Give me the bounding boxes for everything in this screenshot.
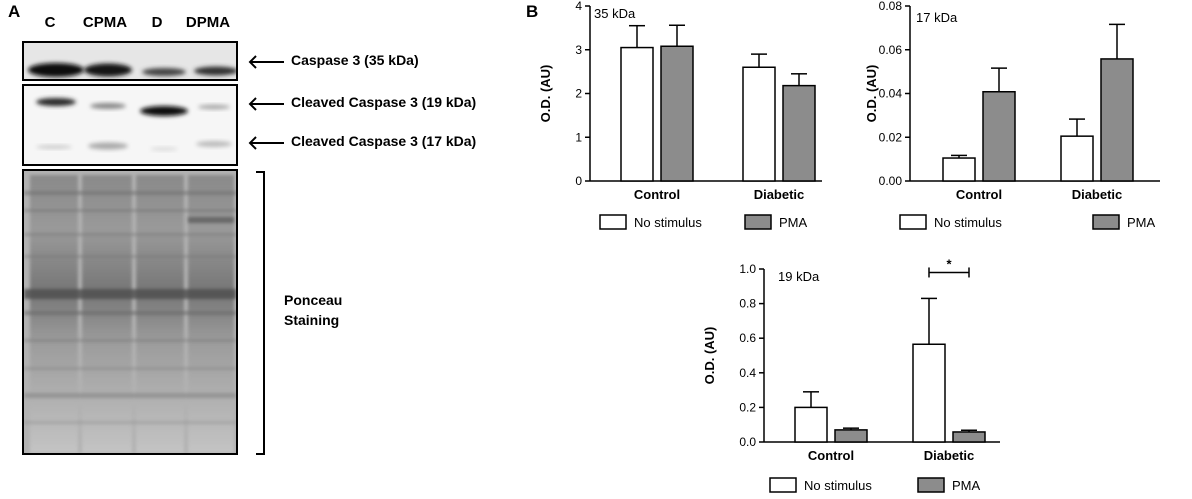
bar-no-stimulus-diabetic <box>742 66 776 182</box>
ponceau-bracket <box>256 171 265 455</box>
lane-label-d: D <box>151 14 163 31</box>
y-tick-label: 0.00 <box>879 174 903 188</box>
bar-pma-diabetic <box>782 84 816 182</box>
legend-label: No stimulus <box>934 215 1002 230</box>
blot-caspase3-35kda <box>22 41 238 81</box>
band-c-17 <box>36 145 72 149</box>
chart-19kda: 0.0 0.2 0.4 0.6 0.8 1.0 O.D. (AU) 19 kDa Control… <box>702 256 1000 493</box>
y-tick-label: 0 <box>575 174 582 188</box>
band-d-19 <box>140 106 188 116</box>
bar-pma-control <box>660 45 694 182</box>
category-label: Diabetic <box>754 187 805 202</box>
legend-label: PMA <box>1127 215 1156 230</box>
blot-arrows <box>248 55 284 150</box>
lane-label-cpma: CPMA <box>82 14 128 31</box>
ponceau-label-line2: Staining <box>284 312 340 328</box>
legend-swatch <box>899 214 927 230</box>
bar-no-stimulus-diabetic <box>1060 135 1094 182</box>
bar-no-stimulus-diabetic <box>912 343 946 443</box>
legend-swatch <box>599 214 627 230</box>
lane-label-dpma: DPMA <box>185 14 231 31</box>
blot-bands-35 <box>28 63 236 77</box>
ponceau-label-line1: Ponceau <box>284 292 343 308</box>
bar-no-stimulus-control <box>620 46 654 182</box>
y-tick-label: 0.0 <box>739 435 756 449</box>
label-cleaved-17kda: Cleaved Caspase 3 (17 kDa) <box>291 133 477 149</box>
label-caspase3-35kda: Caspase 3 (35 kDa) <box>291 52 419 68</box>
legend-swatch <box>769 477 797 493</box>
label-cleaved-19kda: Cleaved Caspase 3 (19 kDa) <box>291 94 477 110</box>
significance-star: * <box>946 256 952 271</box>
y-tick-label: 0.4 <box>739 366 756 380</box>
y-tick-label: 4 <box>575 0 582 13</box>
legend-label: No stimulus <box>804 478 872 493</box>
category-label: Control <box>634 187 680 202</box>
y-axis-label: O.D. (AU) <box>538 65 553 123</box>
band-d-17 <box>150 147 178 151</box>
bar-pma-diabetic <box>1100 58 1134 182</box>
bar-pma-control <box>834 429 868 443</box>
category-label: Control <box>808 448 854 463</box>
y-tick-label: 3 <box>575 43 582 57</box>
chart-title: 17 kDa <box>916 10 958 25</box>
panel-a-letter: A <box>8 2 21 21</box>
category-label: Diabetic <box>1072 187 1123 202</box>
chart-35kda: 0 1 2 3 4 O.D. (AU) 35 kDa Control Diabetic No st… <box>538 0 822 230</box>
band-cpma-19 <box>90 103 126 109</box>
band-d-35 <box>142 68 186 76</box>
y-tick-label: 0.08 <box>879 0 903 13</box>
legend-swatch <box>744 214 772 230</box>
y-tick-label: 1 <box>575 130 582 144</box>
band-cpma-35 <box>84 63 132 77</box>
y-tick-label: 2 <box>575 87 582 101</box>
band-c-35 <box>28 63 84 77</box>
chart-title: 35 kDa <box>594 6 636 21</box>
legend-swatch <box>917 477 945 493</box>
category-label: Diabetic <box>924 448 975 463</box>
y-tick-label: 0.04 <box>879 87 903 101</box>
band-cpma-17 <box>88 142 128 150</box>
legend-label: No stimulus <box>634 215 702 230</box>
y-tick-label: 0.02 <box>879 130 903 144</box>
bar-pma-control <box>982 91 1016 182</box>
bar-pma-diabetic <box>952 431 986 443</box>
y-tick-label: 0.8 <box>739 297 756 311</box>
band-dpma-19 <box>198 104 230 110</box>
legend-swatch <box>1092 214 1120 230</box>
band-dpma-17 <box>196 141 232 147</box>
y-axis-label: O.D. (AU) <box>702 327 717 385</box>
chart-title: 19 kDa <box>778 269 820 284</box>
bar-no-stimulus-control <box>794 406 828 443</box>
blot-cleaved-caspase3 <box>22 84 238 166</box>
y-tick-label: 0.06 <box>879 43 903 57</box>
category-label: Control <box>956 187 1002 202</box>
band-dpma-35 <box>194 66 236 76</box>
bar-no-stimulus-control <box>942 157 976 182</box>
ponceau-lanes <box>24 175 236 453</box>
y-tick-label: 1.0 <box>739 262 756 276</box>
band-c-19 <box>36 98 76 106</box>
chart-17kda: 0.00 0.02 0.04 0.06 0.08 O.D. (AU) 17 kDa Contr… <box>864 0 1160 230</box>
panel-b-letter: B <box>526 2 539 21</box>
y-tick-label: 0.6 <box>739 331 756 345</box>
y-tick-label: 0.2 <box>739 400 756 414</box>
y-axis-label: O.D. (AU) <box>864 65 879 123</box>
ponceau-band-pattern <box>24 191 236 424</box>
legend-label: PMA <box>952 478 981 493</box>
blot-bands-cleaved <box>36 98 232 151</box>
legend-label: PMA <box>779 215 808 230</box>
lane-label-c: C <box>44 14 56 31</box>
blot-ponceau <box>22 169 238 455</box>
